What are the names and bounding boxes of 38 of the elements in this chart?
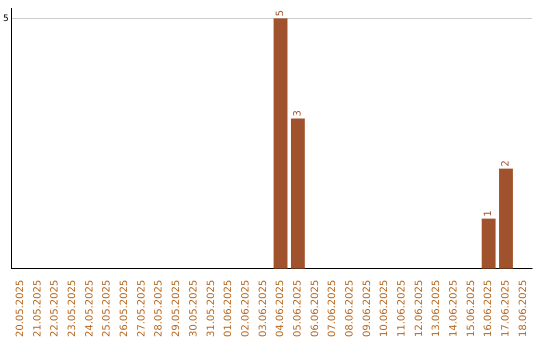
x-tick-label: 15.06.2025 <box>466 280 477 338</box>
x-tick-label: 29.05.2025 <box>171 280 182 338</box>
x-tick-label: 06.06.2025 <box>310 280 321 338</box>
x-tick-label: 23.05.2025 <box>67 280 78 338</box>
x-tick-label: 02.06.2025 <box>240 280 252 338</box>
x-tick-label: 14.06.2025 <box>448 280 460 338</box>
x-tick-label: 18.06.2025 <box>518 280 529 338</box>
data-label: 3 <box>292 110 304 117</box>
x-tick-label: 07.06.2025 <box>327 280 338 338</box>
x-tick-label: 16.06.2025 <box>483 280 494 338</box>
x-tick-label: 26.05.2025 <box>119 280 130 338</box>
x-tick-label: 24.05.2025 <box>84 280 96 338</box>
x-tick-label: 11.06.2025 <box>396 280 408 338</box>
x-tick-label: 09.06.2025 <box>362 280 373 338</box>
x-tick-label: 17.06.2025 <box>500 280 512 338</box>
x-tick-label: 28.05.2025 <box>154 280 165 338</box>
x-tick-label: 20.05.2025 <box>14 280 26 338</box>
x-tick-label: 31.05.2025 <box>206 280 217 338</box>
data-label: 5 <box>275 10 286 16</box>
x-tick-label: 12.06.2025 <box>414 280 425 338</box>
bar <box>274 18 288 269</box>
x-tick-label: 22.05.2025 <box>50 280 61 338</box>
x-tick-label: 21.05.2025 <box>32 280 44 338</box>
x-tick-label: 08.06.2025 <box>344 280 356 338</box>
bar <box>499 168 513 269</box>
x-tick-label: 01.06.2025 <box>223 280 234 338</box>
x-tick-label: 30.05.2025 <box>188 280 200 338</box>
x-tick-label: 05.06.2025 <box>292 280 304 338</box>
x-tick-label: 04.06.2025 <box>275 280 286 338</box>
bar <box>482 218 496 269</box>
x-tick-label: 27.05.2025 <box>136 280 148 338</box>
x-tick-label: 03.06.2025 <box>258 280 269 338</box>
x-tick-label: 10.06.2025 <box>379 280 390 338</box>
x-tick-label: 25.05.2025 <box>102 280 113 338</box>
data-label: 2 <box>500 160 512 167</box>
x-tick-label: 13.06.2025 <box>431 280 442 338</box>
bar <box>290 118 305 269</box>
data-label: 1 <box>483 210 494 217</box>
